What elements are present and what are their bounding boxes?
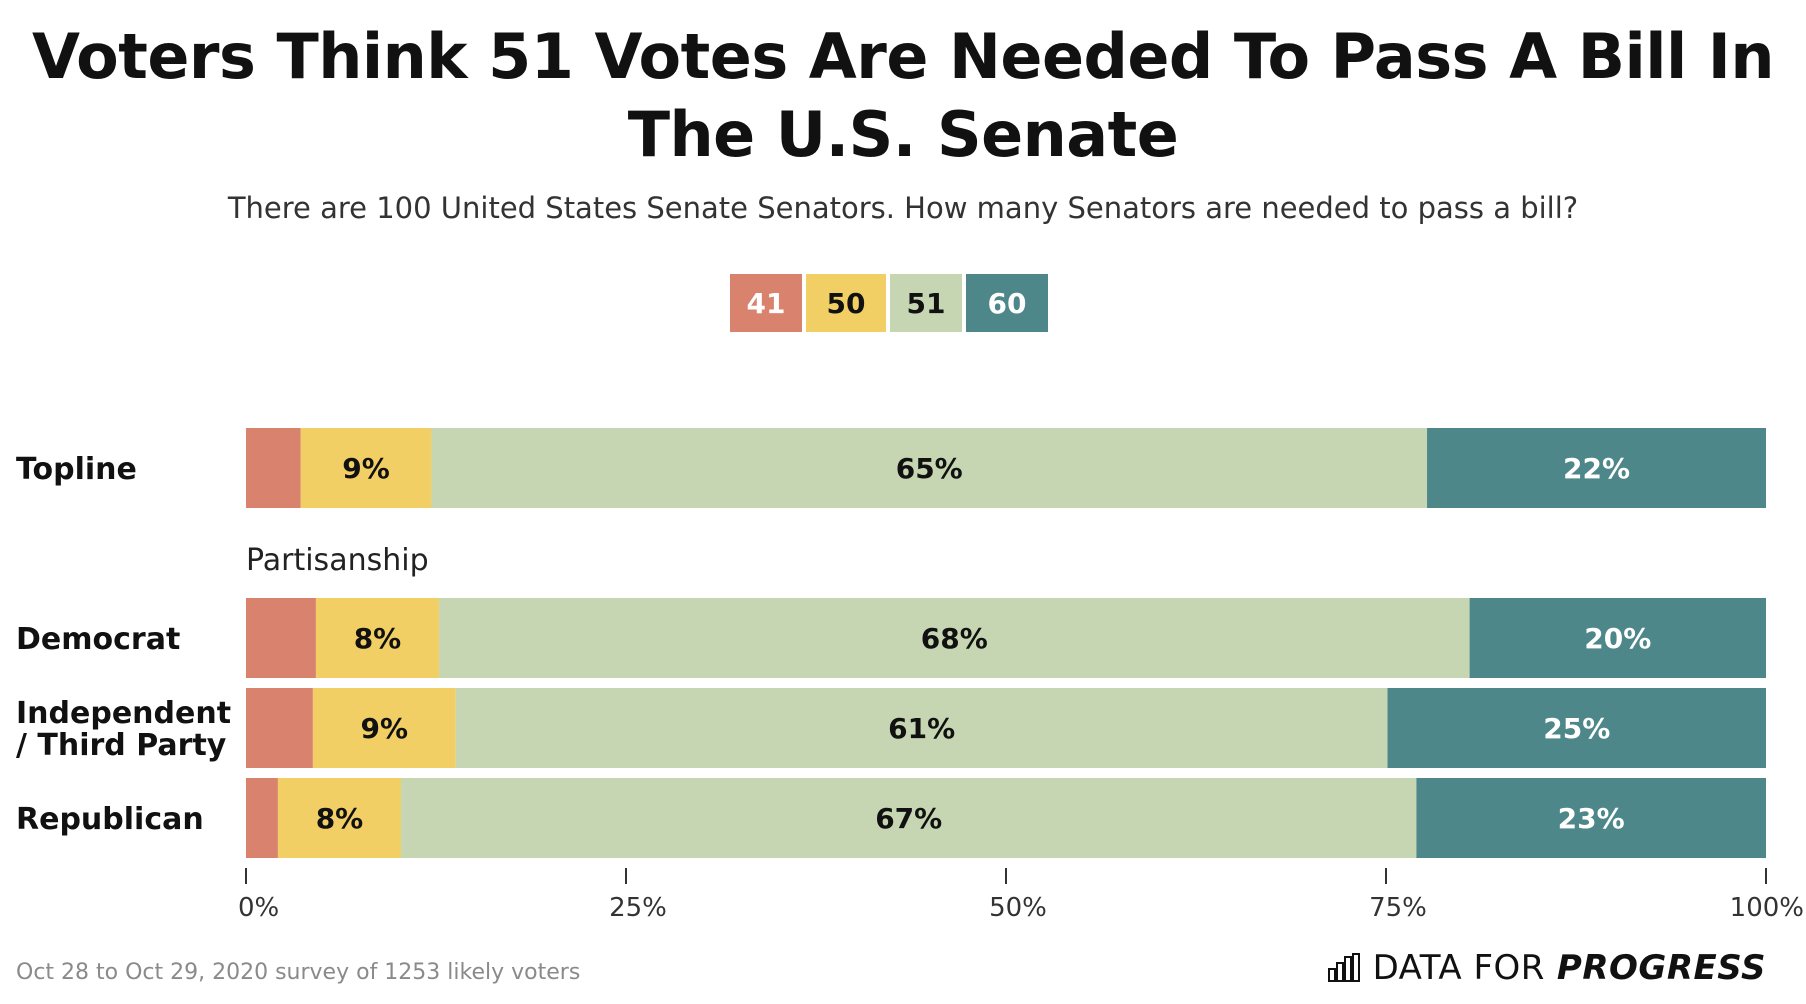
chart-subtitle: There are 100 United States Senate Senat… (227, 191, 1579, 225)
data-label: 23% (1558, 802, 1625, 835)
x-tick-label: 50% (989, 893, 1047, 923)
bar-segment-50 (312, 688, 456, 768)
bar-segment-51 (455, 688, 1388, 768)
data-label: 61% (888, 712, 955, 745)
brand-logo: DATA FOR PROGRESS (1327, 948, 1766, 988)
legend-label-60: 60 (988, 287, 1027, 320)
x-tick-label: 25% (609, 893, 667, 923)
category-label: Topline (16, 452, 137, 487)
bar-segment-60 (1416, 778, 1766, 858)
chart-title: Voters Think 51 Votes Are Needed To Pass… (32, 20, 1775, 171)
data-label: 68% (921, 622, 988, 655)
bar-segment-41 (246, 688, 313, 768)
data-label: 22% (1563, 452, 1630, 485)
bar-segment-51 (431, 428, 1428, 508)
brand-prefix: DATA FOR (1372, 948, 1545, 988)
data-label: 8% (354, 622, 402, 655)
legend: 41 50 51 60 (730, 274, 1048, 332)
legend-swatch-60 (966, 274, 1048, 332)
data-label: 8% (316, 802, 364, 835)
data-label: 65% (896, 452, 963, 485)
legend-label-41: 41 (747, 287, 786, 320)
x-axis: 0% 25% 50% 75% 100% (238, 868, 1804, 923)
bar-segment-60 (1387, 688, 1766, 768)
x-tick-label: 0% (238, 893, 279, 923)
data-label: 9% (342, 452, 390, 485)
x-tick-label: 100% (1730, 893, 1804, 923)
brand-strong: PROGRESS (1556, 948, 1766, 988)
data-label: 20% (1584, 622, 1651, 655)
data-label: 25% (1543, 712, 1610, 745)
legend-label-51: 51 (907, 287, 946, 320)
bar-segment-41 (246, 598, 316, 678)
stacked-bar-chart: 41 50 51 60 Topline 9% 65% 22% Partisanship Demo… (16, 274, 1804, 923)
bar-segment-50 (315, 598, 440, 678)
group-header: Partisanship (246, 543, 429, 578)
bar-chart-icon (1327, 953, 1360, 982)
survey-note: Oct 28 to Oct 29, 2020 survey of 1253 li… (16, 960, 581, 985)
legend-label-50: 50 (827, 287, 866, 320)
legend-swatch-50 (806, 274, 886, 332)
bar-segment-50 (300, 428, 432, 508)
bar-segment-60 (1427, 428, 1766, 508)
data-label: 9% (361, 712, 409, 745)
category-label: Republican (16, 802, 204, 837)
category-label: Independent / Third Party (16, 696, 231, 763)
bar-segment-51 (401, 778, 1417, 858)
x-tick-label: 75% (1369, 893, 1427, 923)
bar-segment-41 (246, 428, 301, 508)
legend-swatch-51 (890, 274, 962, 332)
bar-segment-60 (1469, 598, 1766, 678)
category-label: Democrat (16, 622, 180, 657)
chart-rows: Topline 9% 65% 22% Partisanship Democrat 8% 68%… (16, 428, 1766, 858)
bar-segment-51 (439, 598, 1470, 678)
bar-segment-50 (277, 778, 402, 858)
bar-segment-41 (246, 778, 278, 858)
data-label: 67% (875, 802, 942, 835)
legend-swatch-41 (730, 274, 802, 332)
